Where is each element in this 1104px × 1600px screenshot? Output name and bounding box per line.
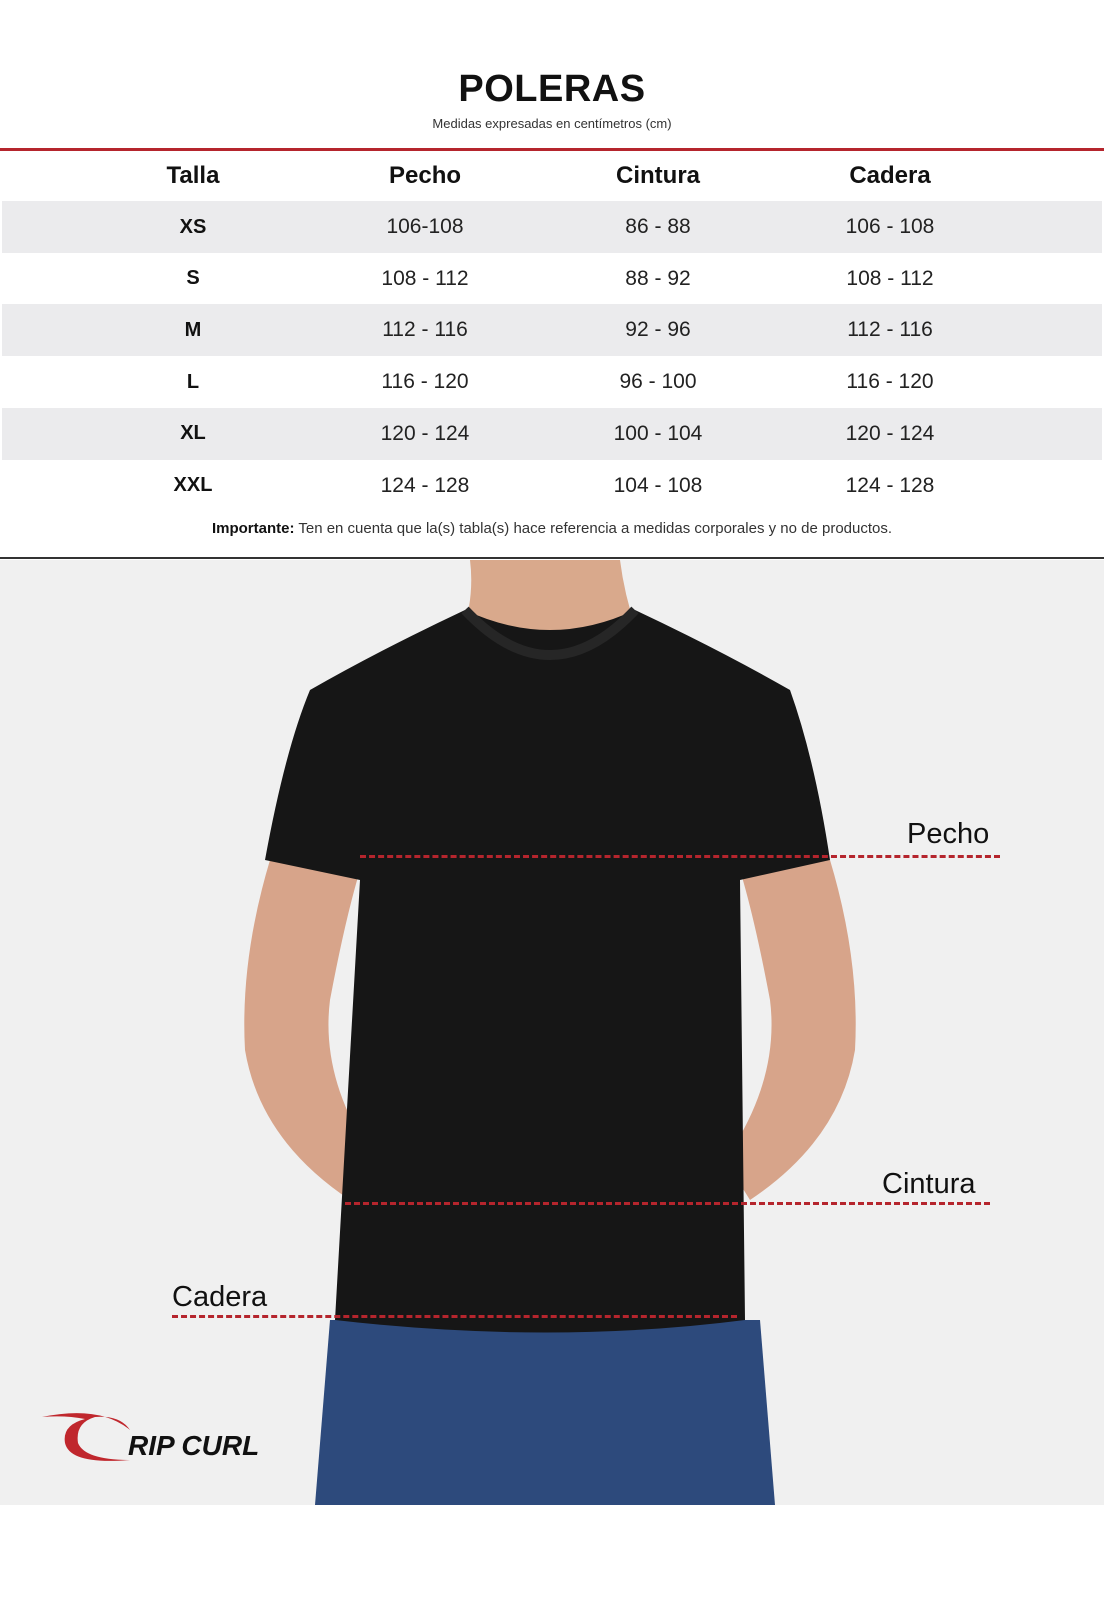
label-cadera: Cadera [172, 1281, 268, 1313]
cell-pecho: 112 - 116 [382, 318, 468, 342]
table-header: Talla Pecho Cintura Cadera [2, 150, 1102, 202]
cell-size: XL [180, 422, 206, 445]
cell-pecho: 116 - 120 [381, 370, 469, 394]
cell-size: M [184, 318, 202, 341]
table-row: M 112 - 116 92 - 96 112 - 116 [2, 304, 1102, 357]
table-row: XXL 124 - 128 104 - 108 124 - 128 [2, 460, 1102, 512]
cell-size: S [186, 267, 200, 290]
note-label: Importante: [211, 520, 295, 537]
cell-cadera: 120 - 124 [845, 421, 935, 445]
cell-cintura: 104 - 108 [613, 473, 703, 497]
header-pecho: Pecho [388, 162, 462, 189]
model-photo [0, 560, 1104, 1505]
table-row: XS 106-108 86 - 88 106 - 108 [2, 201, 1102, 253]
cell-size: XS [179, 215, 207, 238]
cell-cintura: 96 - 100 [619, 370, 697, 394]
model-illustration [244, 560, 856, 1505]
header-talla: Talla [166, 162, 220, 189]
cell-cintura: 92 - 96 [625, 318, 691, 342]
cell-pecho: 124 - 128 [380, 473, 470, 497]
table-row: XL 120 - 124 100 - 104 120 - 124 [2, 407, 1102, 460]
cell-cadera: 124 - 128 [845, 473, 935, 497]
cell-pecho: 120 - 124 [380, 421, 470, 445]
page-subtitle: Medidas expresadas en centímetros (cm) [432, 116, 672, 131]
cell-pecho: 106-108 [386, 215, 464, 238]
page-title: POLERAS [458, 68, 646, 110]
cell-size: XXL [173, 474, 213, 496]
cadera-line [172, 1315, 737, 1318]
header-cadera: Cadera [849, 162, 931, 189]
pecho-line [360, 855, 1000, 858]
table-row: L 116 - 120 96 - 100 116 - 120 [2, 356, 1102, 408]
divider [0, 557, 1104, 559]
cell-size: L [186, 370, 200, 393]
table-row: S 108 - 112 88 - 92 108 - 112 [2, 253, 1102, 305]
label-cintura: Cintura [882, 1168, 976, 1200]
cell-cintura: 100 - 104 [613, 421, 703, 445]
rip-curl-logo: RIP CURL [40, 1405, 310, 1470]
cell-cadera: 116 - 120 [846, 370, 934, 394]
cintura-line [345, 1202, 990, 1205]
cell-cintura: 86 - 88 [625, 215, 691, 238]
cell-cadera: 112 - 116 [847, 318, 933, 342]
label-pecho: Pecho [907, 818, 990, 850]
cell-cadera: 106 - 108 [845, 215, 935, 238]
note-text: Ten en cuenta que la(s) tabla(s) hace re… [294, 520, 893, 537]
divider [0, 148, 1104, 151]
cell-cadera: 108 - 112 [846, 266, 934, 290]
header-cintura: Cintura [616, 162, 700, 189]
svg-text:RIP CURL: RIP CURL [128, 1430, 259, 1461]
cell-cintura: 88 - 92 [625, 266, 691, 290]
cell-pecho: 108 - 112 [381, 266, 469, 290]
important-note: Importante: Ten en cuenta que la(s) tabl… [0, 520, 1104, 537]
